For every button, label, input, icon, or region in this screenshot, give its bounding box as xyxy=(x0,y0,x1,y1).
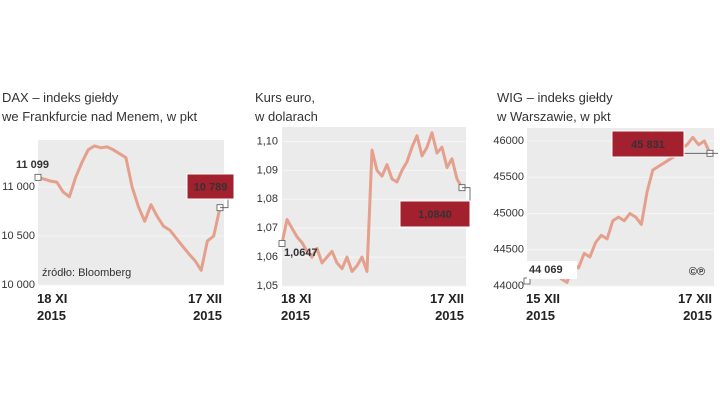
chart-title: DAX – indeks giełdy we Frankfurcie nad M… xyxy=(2,90,198,124)
x-tick-label: 15 XII 2015 xyxy=(526,291,560,323)
label-background xyxy=(527,261,577,279)
y-tick-label: 1,05 xyxy=(257,280,278,292)
data-line xyxy=(280,131,464,273)
y-tick-label: 1,06 xyxy=(257,251,278,263)
y-tick-label: 44500 xyxy=(493,244,524,256)
y-tick-label: 1,08 xyxy=(257,193,278,205)
value-label: 10 789 xyxy=(194,181,228,193)
y-tick-label: 46000 xyxy=(493,135,524,147)
y-tick-label: 11 000 xyxy=(2,181,35,193)
y-tick-label: 1,10 xyxy=(257,135,278,147)
x-tick-label: 17 XII 2015 xyxy=(188,291,222,323)
value-label-box xyxy=(186,173,235,200)
chart-title: WIG – indeks giełdy w Warszawie, w pkt xyxy=(497,90,613,124)
x-tick-label: 17 XII 2015 xyxy=(678,291,712,323)
y-tick-label: 1,09 xyxy=(257,164,278,176)
value-label-box xyxy=(611,130,685,158)
y-tick-label: 45500 xyxy=(493,171,524,183)
logo: ©℗ xyxy=(689,266,705,278)
value-label: 1,0840 xyxy=(418,209,452,221)
value-label-box xyxy=(399,200,471,228)
value-label: 44 069 xyxy=(529,264,563,276)
value-label: 11 099 xyxy=(16,159,49,171)
value-label: 45 831 xyxy=(631,139,665,151)
plot-background xyxy=(38,140,224,285)
x-tick-label: 18 XI 2015 xyxy=(281,291,312,323)
point-marker xyxy=(278,240,286,247)
y-tick-label: 1,07 xyxy=(257,222,278,234)
data-line xyxy=(37,144,222,272)
y-tick-label: 10 500 xyxy=(1,230,35,242)
y-tick-label: 44000 xyxy=(493,280,524,292)
x-tick-label: 18 XI 2015 xyxy=(37,291,68,323)
y-tick-label: 10 000 xyxy=(1,279,35,291)
point-marker xyxy=(34,173,42,181)
chart-title: Kurs euro, w dolarach xyxy=(255,90,318,124)
y-tick-label: 45000 xyxy=(493,207,524,219)
value-label: 1,0647 xyxy=(284,247,318,259)
x-tick-label: 17 XII 2015 xyxy=(430,291,464,323)
source-note: źródło: Bloomberg xyxy=(42,267,131,279)
